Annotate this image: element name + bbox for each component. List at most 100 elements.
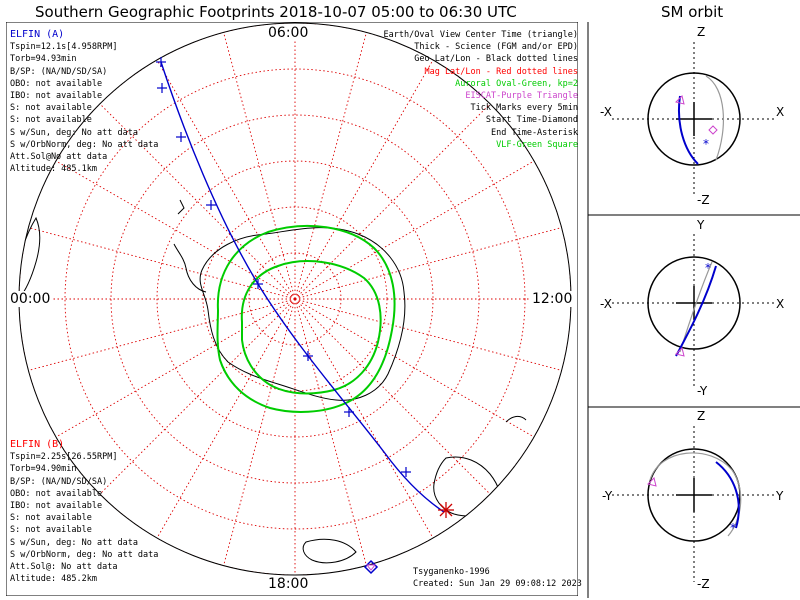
orbit2-bottom-label: -Y [697,384,708,398]
page-title: Southern Geographic Footprints 2018-10-0… [35,3,517,21]
mag-lon-line [294,298,538,440]
legend-entry: EISCAT-Purple Triangle [465,91,578,102]
elfin-b-line: Altitude: 485.2km [10,574,97,585]
elfin-b-name: ELFIN (B) [10,439,65,450]
orbit-panel-xy: * [612,234,776,386]
start-time-diamond [363,559,379,575]
orbit2-left-label: -X [600,297,612,311]
elfin-a-line: Torb=94.93min [10,54,77,65]
mag-lon-line [154,298,296,542]
legend-entry: End Time-Asterisk [491,127,578,138]
svg-text:*: * [705,261,711,275]
orbit3-bottom-label: -Z [697,577,710,591]
legend-entry: Auroral Oval-Green, kp=2 [455,78,578,89]
track-tick [401,467,411,477]
elfin-b-line: S: not available [10,525,92,536]
mag-lon-line [294,100,494,300]
orbit1-bottom-label: -Z [697,193,710,207]
orbit-panel-yz: * [612,426,776,582]
elfin-a-info: ELFIN (A) Tspin=12.1s[4.958RPM] Torb=94.9… [10,29,158,175]
track-tick-marks [156,57,411,477]
elfin-a-line: Att.Sol@No att data [10,152,108,163]
mag-lon-line [154,56,296,300]
elfin-a-track [160,61,445,513]
orbit1-left-label: -X [600,105,612,119]
mag-lon-line [294,298,566,372]
mag-lon-grid [19,23,571,575]
orbit1-right-label: X [776,105,785,119]
legend-entry: Start Time-Diamond [485,115,578,126]
elfin-b-line: IBO: not available [10,501,103,512]
elfin-a-line: S w/OrbNorm, deg: No att data [10,139,159,150]
elfin-b-lines: Tspin=2.25s[26.55RPM] Torb=94.90min B/SP: … [10,451,158,585]
nz-coast [505,415,527,423]
antarctic-peninsula [173,243,207,293]
legend-entry: Tick Marks every 5min [470,103,578,114]
elfin-a-line: IBO: not available [10,91,103,102]
elfin-a-line: S w/Sun, deg: No att data [10,127,138,138]
track-tick [253,279,263,289]
elfin-b-line: OBO: not available [10,488,103,499]
legend-entry: Geo Lat/Lon - Black dotted lines [414,54,578,65]
elfin-a-line: Altitude: 485.1km [10,164,97,175]
elfin-b-line: Torb=94.90min [10,464,77,475]
elfin-a-line: OBO: not available [10,78,103,89]
track-tick [176,132,186,142]
mag-lon-line [24,298,296,372]
auroral-ovals [216,224,396,413]
elfin-b-line: S w/Sun, deg: No att data [10,537,138,548]
mag-lon-line [96,298,296,498]
footprint-map [6,22,578,596]
island-coast [177,199,185,215]
legend-entry: Earth/Oval View Center Time (triangle) [383,30,578,40]
track-tick [156,57,166,67]
mag-lon-line [294,56,436,300]
created-label: Created: Sun Jan 29 09:08:12 2023 [413,579,582,589]
mag-lon-line [222,298,296,570]
orbit-title: SM orbit [661,3,724,21]
elfin-a-line: S: not available [10,103,92,114]
track-tick [206,200,216,210]
svg-text:*: * [730,521,736,535]
elfin-a-line: S: not available [10,115,92,126]
track-tick [303,351,313,361]
auroral-oval-outer [216,224,396,413]
orbit-panel-xz: * [612,42,776,196]
end-time-asterisk [438,502,454,518]
orbit2-top-label: Y [697,218,705,232]
mag-lon-line [294,298,436,542]
elfin-a-lines: Tspin=12.1s[4.958RPM] Torb=94.93min B/SP: … [10,41,158,175]
elfin-b-line: Att.Sol@: No att data [10,562,118,573]
mag-lon-line [222,28,296,300]
mag-lon-line [294,28,368,300]
elfin-b-line: Tspin=2.25s[26.55RPM] [10,452,118,463]
elfin-b-line: B/SP: (NA/ND/SD/SA) [10,476,108,487]
track-tick [157,83,167,93]
elfin-a-name: ELFIN (A) [10,29,65,40]
mag-lon-line [294,298,494,498]
mag-lon-line [52,298,296,440]
mag-lon-line [294,158,538,300]
clock-label-top: 06:00 [266,25,311,41]
map-legend: Earth/Oval View Center Time (triangle) Th… [384,29,578,151]
mag-lon-line [24,226,296,300]
elfin-b-info: ELFIN (B) Tspin=2.25s[26.55RPM] Torb=94.9… [10,439,158,585]
orbit3-right-label: Y [776,489,784,503]
mag-lon-line [294,298,368,570]
orbit1-top-label: Z [697,25,706,39]
elfin-b-line: S w/OrbNorm, deg: No att data [10,549,159,560]
elfin-b-line: S: not available [10,513,92,524]
clock-label-bottom: 18:00 [266,576,311,592]
mag-lon-line [294,226,566,300]
svg-text:*: * [703,137,709,151]
track-tick [344,407,354,417]
legend-entry: Mag Lat/Lon - Red dotted lines [424,66,578,77]
mag-lon-line [52,158,296,300]
legend-entry: VLF-Green Square [496,139,578,150]
clock-label-left: 00:00 [8,291,53,307]
elfin-a-line: Tspin=12.1s[4.958RPM] [10,42,118,53]
clock-label-right: 12:00 [530,291,575,307]
mag-lon-line [96,100,296,300]
elfin-a-line: B/SP: (NA/ND/SD/SA) [10,66,108,77]
